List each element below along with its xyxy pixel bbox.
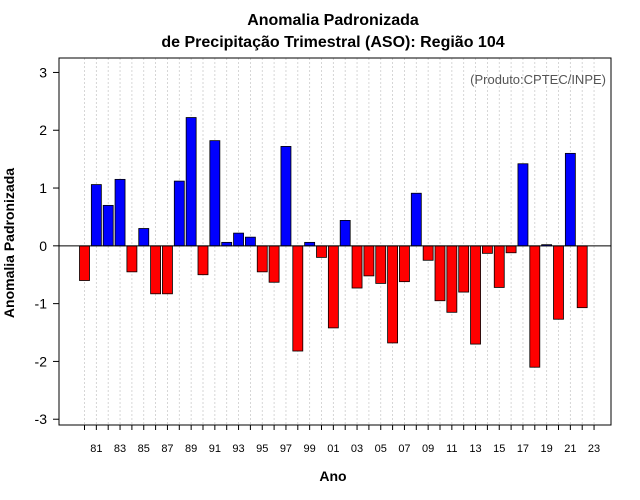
bars-layer: [79, 117, 588, 368]
xtick-label-15: 15: [493, 443, 505, 455]
xtick-label-81: 81: [90, 443, 102, 455]
bar-90: [197, 245, 209, 276]
chart-title: Anomalia Padronizada: [247, 12, 419, 29]
xtick-label-05: 05: [375, 443, 387, 455]
xtick-label-17: 17: [517, 443, 529, 455]
chart-subtitle: de Precipitação Trimestral (ASO): Região…: [161, 34, 504, 51]
xtick-label-85: 85: [138, 443, 150, 455]
bar-89: [185, 117, 197, 247]
xtick-label-91: 91: [209, 443, 221, 455]
xtick-label-23: 23: [588, 443, 600, 455]
bar-97: [280, 146, 292, 247]
bar-87: [162, 245, 173, 295]
xtick-label-87: 87: [161, 443, 173, 455]
x-axis-label: Ano: [319, 468, 346, 484]
ytick-label-2: -1: [35, 296, 48, 312]
bar-05: [375, 245, 387, 284]
bar-00: [316, 245, 327, 258]
xtick-label-11: 11: [446, 443, 457, 455]
bar-96: [268, 245, 280, 283]
bar-04: [363, 245, 375, 277]
bar-80: [79, 245, 90, 281]
bar-06: [387, 245, 399, 344]
xtick-label-89: 89: [185, 443, 197, 455]
bar-94: [244, 236, 256, 247]
bar-10: [434, 245, 446, 302]
grid-layer: [84, 58, 595, 425]
bar-18: [529, 245, 541, 368]
bar-12: [458, 245, 470, 293]
xtick-label-13: 13: [469, 443, 481, 455]
bar-07: [399, 245, 410, 283]
xtick-label-03: 03: [351, 443, 363, 455]
xtick-label-99: 99: [304, 443, 316, 455]
bar-01: [327, 245, 339, 329]
y-axis: -3 -2 -1 0 1 2 3: [35, 64, 59, 427]
bar-82: [102, 204, 114, 247]
bar-86: [150, 245, 162, 295]
bar-02: [339, 220, 351, 247]
xtick-label-21: 21: [564, 443, 576, 455]
bar-08: [410, 192, 422, 247]
plot-frame: [58, 57, 612, 426]
bar-99: [304, 241, 316, 247]
bar-09: [422, 245, 434, 261]
bar-83: [114, 178, 126, 247]
bar-98: [292, 245, 304, 352]
bar-93: [233, 232, 244, 247]
bar-13: [470, 245, 481, 345]
x-axis: 81 83 85 87 89 91 93 95 97 99 01 03 05 07 09 11 13 15 17 19…: [84, 425, 600, 455]
bar-81: [90, 184, 102, 247]
xtick-label-93: 93: [232, 443, 244, 455]
bar-14: [481, 245, 493, 254]
bar-16: [505, 245, 517, 254]
bar-20: [553, 245, 564, 320]
xtick-label-95: 95: [256, 443, 268, 455]
ytick-label-5: 2: [39, 122, 47, 138]
xtick-label-97: 97: [280, 443, 292, 455]
bar-22: [576, 245, 588, 309]
bar-91: [209, 140, 221, 247]
ytick-label-6: 3: [39, 64, 47, 80]
y-axis-label: Anomalia Padronizada: [1, 168, 17, 318]
xtick-label-83: 83: [114, 443, 126, 455]
bar-11: [446, 245, 458, 313]
bar-15: [493, 245, 505, 288]
bar-84: [126, 245, 138, 273]
ytick-label-1: -2: [35, 353, 48, 369]
bar-95: [256, 245, 268, 273]
credit-text: (Produto:CPTEC/INPE): [470, 72, 606, 87]
bar-92: [221, 241, 233, 247]
bar-03: [351, 245, 363, 289]
bar-88: [173, 180, 185, 247]
bar-17: [517, 163, 529, 247]
bar-85: [138, 228, 150, 247]
ytick-label-4: 1: [39, 180, 47, 196]
ytick-label-3: 0: [39, 238, 47, 254]
xtick-label-07: 07: [398, 443, 410, 455]
xtick-label-09: 09: [422, 443, 434, 455]
ytick-label-0: -3: [35, 411, 48, 427]
bar-21: [564, 152, 576, 247]
xtick-label-19: 19: [541, 443, 553, 455]
xtick-label-01: 01: [327, 443, 339, 455]
